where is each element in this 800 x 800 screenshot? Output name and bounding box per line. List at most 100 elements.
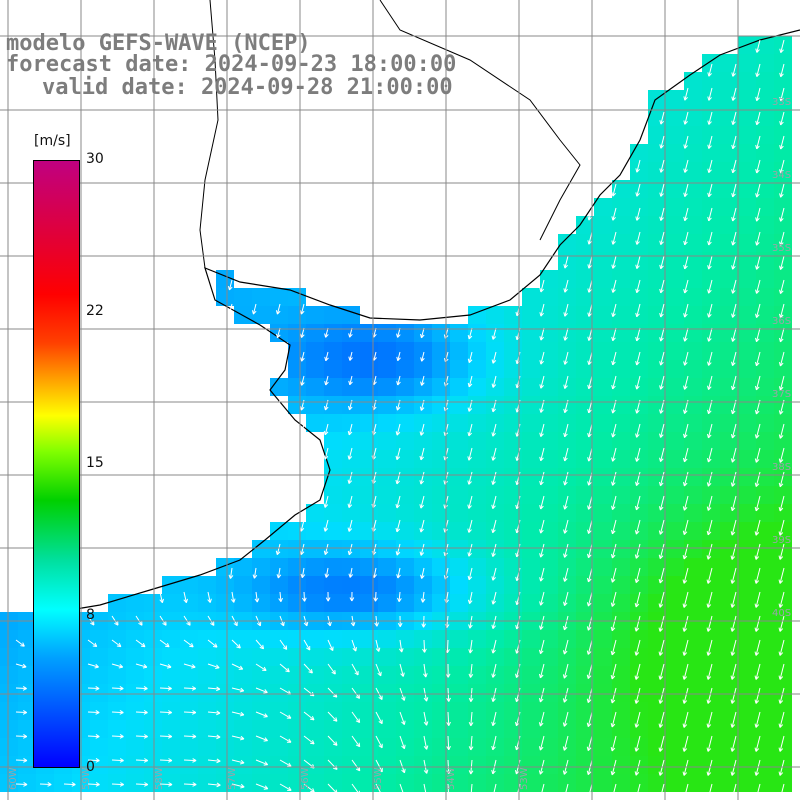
field-cell xyxy=(468,594,486,612)
field-cell xyxy=(594,198,612,216)
field-cell xyxy=(738,666,756,684)
field-cell xyxy=(360,666,378,684)
wind-arrow xyxy=(611,231,617,245)
lon-label: 57W xyxy=(227,767,238,790)
field-cell xyxy=(522,576,540,594)
field-cell xyxy=(288,360,306,378)
wind-arrow xyxy=(658,519,665,535)
wind-arrow xyxy=(252,567,258,579)
field-cell xyxy=(720,450,738,468)
field-cell xyxy=(378,666,396,684)
wind-arrow xyxy=(754,711,761,728)
field-cell xyxy=(738,342,756,360)
field-cell xyxy=(756,756,774,774)
field-cell xyxy=(774,720,792,738)
field-cell xyxy=(144,630,162,648)
field-cell xyxy=(720,72,738,90)
wind-arrow xyxy=(635,207,641,221)
wind-arrow xyxy=(778,375,785,391)
field-cell xyxy=(378,594,396,612)
wind-arrow xyxy=(706,495,713,511)
wind-arrow xyxy=(682,783,689,800)
field-cell xyxy=(306,360,324,378)
field-cell xyxy=(558,720,576,738)
field-cell xyxy=(774,486,792,504)
colorbar-unit: [m/s] xyxy=(34,133,71,149)
field-cell xyxy=(396,540,414,558)
field-cell xyxy=(738,162,756,180)
field-cell xyxy=(558,702,576,720)
colorbar-tick-0: 0 xyxy=(86,759,95,775)
wind-arrow xyxy=(231,783,245,789)
wind-arrow xyxy=(395,423,401,436)
field-cell xyxy=(162,666,180,684)
wind-arrow xyxy=(707,87,713,101)
wind-arrow xyxy=(349,591,355,602)
field-cell xyxy=(342,360,360,378)
field-cell xyxy=(306,558,324,576)
wind-arrow xyxy=(778,543,785,560)
wind-arrow xyxy=(255,759,269,766)
wind-arrow xyxy=(135,686,148,691)
field-cell xyxy=(612,288,630,306)
field-cell xyxy=(522,468,540,486)
wind-arrow xyxy=(468,783,474,799)
valid-date: valid date: 2024-09-28 21:00:00 xyxy=(42,75,453,100)
wind-arrow xyxy=(467,543,473,557)
field-cell xyxy=(198,666,216,684)
field-cell xyxy=(270,684,288,702)
field-cell xyxy=(738,396,756,414)
field-cell xyxy=(198,576,216,594)
wind-arrow xyxy=(227,279,233,291)
wind-arrow xyxy=(754,639,761,656)
wind-arrow xyxy=(730,759,737,776)
wind-arrow xyxy=(539,471,545,486)
wind-arrow xyxy=(587,423,593,438)
wind-arrows xyxy=(15,39,785,800)
field-cell xyxy=(720,630,738,648)
wind-arrow xyxy=(87,710,100,715)
wind-arrow xyxy=(730,687,737,704)
wind-arrow xyxy=(610,567,617,583)
wind-arrow xyxy=(635,303,641,318)
field-cell xyxy=(576,774,594,792)
wind-arrow xyxy=(159,639,170,648)
wind-arrow xyxy=(658,687,665,704)
field-cell xyxy=(612,432,630,450)
wind-arrow xyxy=(610,783,617,800)
wind-arrow xyxy=(730,783,737,800)
wind-arrow xyxy=(563,279,569,293)
field-cell xyxy=(720,414,738,432)
wind-arrow xyxy=(682,447,689,463)
field-cell xyxy=(702,216,720,234)
field-cell xyxy=(18,702,36,720)
wind-arrow xyxy=(419,327,425,339)
wind-arrow xyxy=(279,663,290,673)
field-cell xyxy=(684,360,702,378)
field-cell xyxy=(756,216,774,234)
wind-arrow xyxy=(539,543,545,558)
field-cell xyxy=(738,126,756,144)
field-cell xyxy=(396,396,414,414)
wind-arrow xyxy=(562,639,569,655)
wind-arrow xyxy=(731,207,737,222)
field-cell xyxy=(126,666,144,684)
wind-arrow xyxy=(706,663,713,680)
field-cell xyxy=(522,738,540,756)
field-cell xyxy=(738,378,756,396)
wind-arrow xyxy=(347,519,353,532)
lat-label: 37S xyxy=(772,389,791,400)
field-cell xyxy=(630,648,648,666)
wind-arrow xyxy=(659,279,665,294)
field-cell xyxy=(414,648,432,666)
wind-arrow xyxy=(778,759,785,776)
field-cell xyxy=(702,666,720,684)
wind-arrow xyxy=(754,567,761,584)
wind-arrow xyxy=(683,159,689,173)
wind-arrow xyxy=(423,783,429,798)
field-cell xyxy=(630,414,648,432)
wind-arrow xyxy=(659,375,665,390)
field-cell xyxy=(648,126,666,144)
field-cell xyxy=(486,702,504,720)
